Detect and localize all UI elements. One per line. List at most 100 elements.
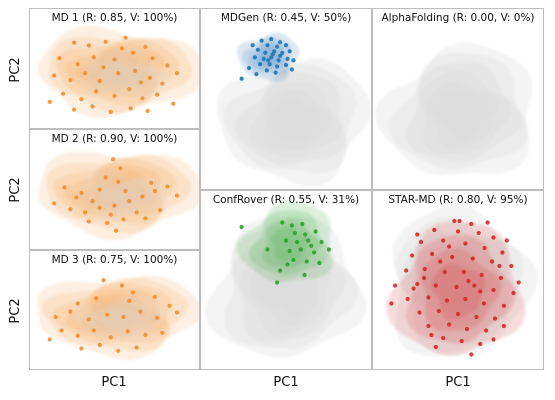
md3-core-density-level-3 [98, 307, 142, 329]
starmd-point [511, 290, 516, 296]
md3-point [116, 348, 121, 353]
starmd-point [438, 259, 443, 264]
starmd-point [393, 283, 398, 288]
md1-point [138, 80, 144, 85]
md1-point [112, 57, 117, 62]
md1-point [103, 39, 108, 44]
starmd-point [389, 301, 394, 306]
panel-md3: MD 3 (R: 0.75, V: 100%) [29, 250, 200, 370]
md3-point [119, 283, 124, 288]
y-axis-label-md1: PC2 [8, 57, 23, 82]
md1-point [123, 35, 128, 40]
md1-point [127, 87, 132, 92]
mdgen-point [246, 65, 252, 71]
md3-point [79, 346, 84, 351]
md3-point [152, 294, 157, 299]
md3-point [160, 330, 165, 335]
md2-point [134, 210, 139, 215]
confrover-point [285, 262, 290, 267]
starmd-point [516, 280, 521, 285]
confrover-point [292, 230, 297, 236]
starmd-point [418, 239, 424, 245]
md1-point [57, 56, 62, 61]
md1-point [90, 104, 95, 109]
md2-point [68, 207, 73, 212]
starmd-point [498, 275, 503, 281]
md2-point [74, 195, 79, 200]
starmd-point [469, 221, 474, 227]
starmd-point [501, 323, 506, 329]
md3-point [121, 314, 126, 320]
starmd-point [447, 322, 452, 327]
starmd-point [482, 245, 487, 251]
md2-point [165, 184, 170, 189]
md2-point [97, 205, 102, 210]
starmd-point [429, 332, 434, 338]
starmd-point [426, 323, 431, 329]
starmd-point [411, 286, 416, 291]
confrover-point [280, 220, 285, 225]
md1-core-density-level-3 [100, 62, 143, 87]
md1-point [165, 63, 170, 68]
confrover-point [287, 248, 292, 254]
md1-frame [29, 8, 200, 129]
starmd-point [463, 296, 468, 302]
md3-point [105, 312, 110, 317]
md2-point [123, 188, 128, 194]
md3-point [155, 315, 160, 320]
mdgen-reference-density-level-6 [271, 98, 321, 144]
md2-point [152, 188, 157, 194]
y-axis-label-md3: PC2 [8, 298, 23, 323]
starmd-point [441, 238, 446, 243]
confrover-point [326, 247, 331, 252]
mdgen-point [264, 68, 269, 73]
md2-core-density-level-3 [99, 184, 143, 208]
starmd-point [470, 256, 475, 261]
md2-point [143, 216, 148, 221]
md2-point [79, 190, 84, 195]
md1-point [47, 99, 52, 104]
starmd-point [404, 268, 409, 273]
md1-point [133, 68, 138, 73]
starmd-point [509, 263, 514, 269]
starmd-point [444, 298, 449, 303]
md1-point [160, 81, 165, 86]
md2-point [97, 187, 102, 192]
md1-point [86, 43, 91, 48]
starmd-point [436, 308, 441, 314]
panel-starmd: STAR-MD (R: 0.80, V: 95%) [372, 190, 544, 370]
starmd-point [447, 244, 452, 249]
starmd-model-density-level-4 [431, 263, 485, 321]
starmd-point [430, 251, 435, 257]
confrover-point [303, 232, 308, 237]
mdgen-point [275, 44, 280, 49]
starmd-frame [372, 190, 544, 370]
md3-point [101, 278, 106, 283]
md3-point [47, 337, 52, 342]
mdgen-point [280, 50, 285, 55]
md3-panel-title: MD 3 (R: 0.75, V: 100%) [52, 254, 178, 266]
md1-point [75, 62, 80, 67]
starmd-point [457, 218, 462, 224]
starmd-point [478, 289, 483, 294]
starmd-point [492, 316, 498, 321]
x-axis-label-col1: PC1 [101, 375, 126, 390]
starmd-point [455, 311, 461, 317]
md1-point [128, 106, 133, 111]
md2-point [110, 157, 116, 162]
md1-point [72, 107, 77, 112]
md2-point [105, 220, 110, 225]
confrover-point [291, 257, 296, 263]
starmd-panel-title: STAR-MD (R: 0.80, V: 95%) [388, 194, 527, 206]
md2-frame [29, 129, 200, 250]
mdgen-point [287, 49, 292, 54]
md3-point [130, 290, 135, 295]
starmd-point [441, 335, 446, 341]
mdgen-point [273, 70, 278, 75]
starmd-point [459, 338, 464, 344]
confrover-point [265, 247, 270, 252]
starmd-point [484, 328, 489, 333]
md1-point [112, 93, 117, 99]
starmd-point [421, 275, 427, 281]
confrover-point [313, 229, 318, 234]
